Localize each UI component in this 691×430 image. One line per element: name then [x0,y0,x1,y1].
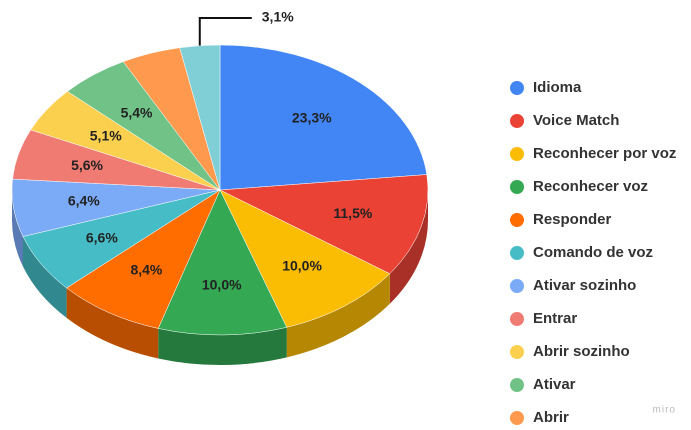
legend-label: Abrir [533,409,569,426]
legend-label: Ativar sozinho [533,277,636,294]
legend-marker [510,312,524,326]
data-label: 23,3% [292,110,332,126]
data-label: 11,5% [333,205,372,221]
slice [157,189,288,336]
slice [179,44,221,191]
slice [219,189,391,328]
legend-label: Ativar [533,376,576,393]
slice-side [158,327,287,366]
legend-label: Reconhecer por voz [533,145,676,162]
data-label: 10,0% [202,276,242,292]
data-label: 8,4% [130,262,162,278]
data-label: 6,4% [68,193,100,209]
legend-marker [510,147,524,161]
data-label: 6,6% [86,229,118,245]
slice [219,44,428,191]
data-label: 5,6% [71,157,103,173]
slice-side [23,236,67,318]
data-label: 3,1% [262,9,294,25]
slice-side [12,190,24,267]
data-label: 5,1% [90,128,122,144]
legend-marker [510,180,524,194]
legend-label: Abrir sozinho [533,343,630,360]
legend-marker [510,114,524,128]
legend-label: Idioma [533,79,582,96]
legend-label: Responder [533,211,612,228]
legend-label: Comando de voz [533,244,653,261]
slice-side [389,190,428,304]
legend-label: Voice Match [533,112,619,129]
leader-line [198,17,252,46]
legend-marker [510,81,524,95]
slice-side [66,287,159,359]
legend-marker [510,246,524,260]
legend-label: Reconhecer voz [533,178,648,195]
legend-label: Entrar [533,310,577,327]
legend-marker [510,213,524,227]
legend-marker [510,279,524,293]
data-label: 5,4% [121,105,153,121]
slice [66,189,221,329]
slice [219,174,429,275]
data-label: 10,0% [282,257,322,273]
watermark: miro [653,405,676,416]
legend-marker [510,378,524,392]
legend-marker [510,411,524,425]
legend-marker [510,345,524,359]
